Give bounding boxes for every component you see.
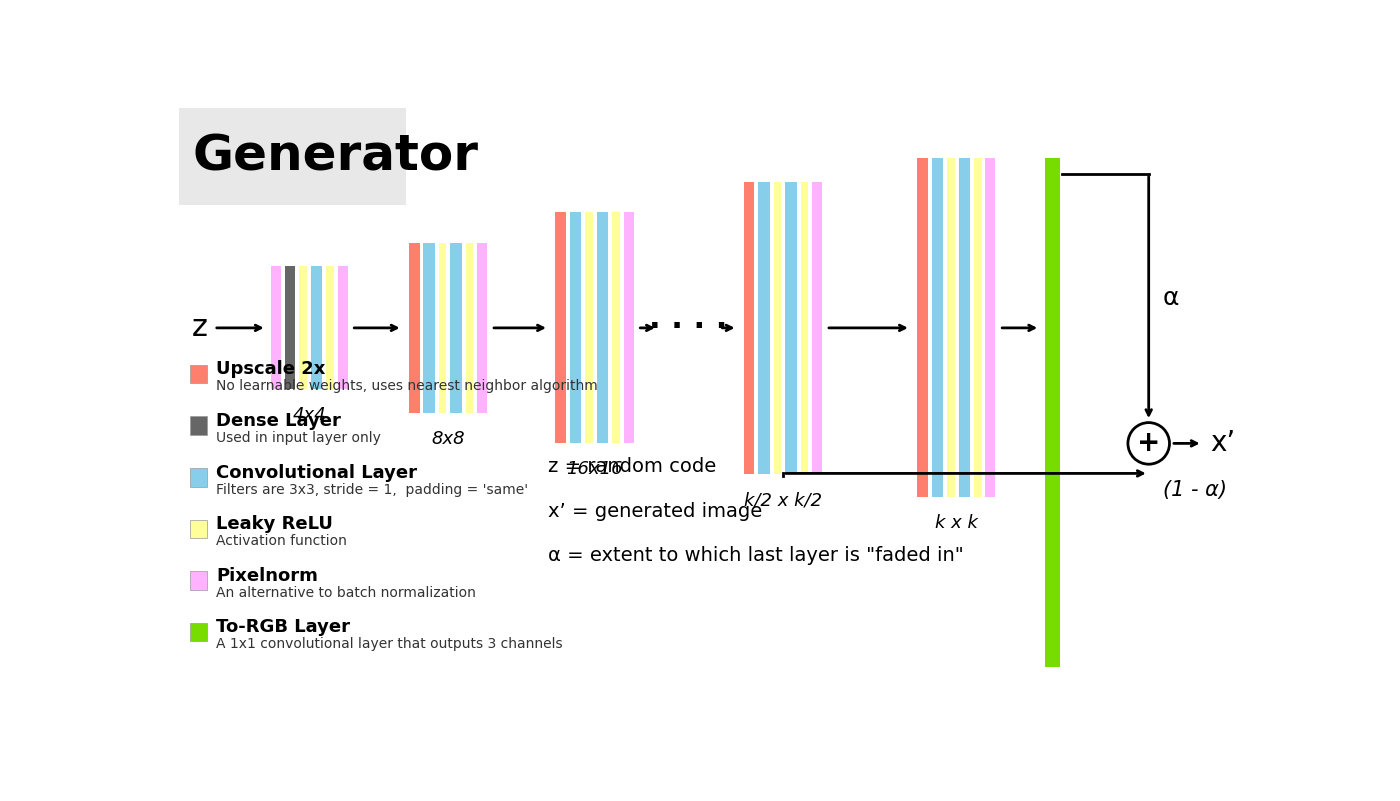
Bar (959, 159, 970, 497)
FancyBboxPatch shape (179, 108, 406, 205)
Bar (311, 266, 322, 389)
Text: 16x16: 16x16 (566, 461, 623, 478)
Text: k/2 x k/2: k/2 x k/2 (743, 491, 822, 509)
Text: 8x8: 8x8 (431, 429, 465, 448)
Text: x’ = generated image: x’ = generated image (547, 501, 763, 521)
Bar (931, 159, 944, 497)
Bar (326, 266, 333, 389)
Bar (190, 417, 207, 435)
Text: (1 - α): (1 - α) (1162, 481, 1226, 501)
Text: Used in input layer only: Used in input layer only (216, 431, 381, 445)
Bar (337, 266, 347, 389)
Bar (743, 182, 755, 474)
Bar (190, 364, 207, 384)
Bar (423, 244, 435, 413)
Text: No learnable weights, uses nearest neighbor algorithm: No learnable weights, uses nearest neigh… (216, 380, 598, 393)
Bar (190, 571, 207, 590)
Text: Filters are 3x3, stride = 1,  padding = 'same': Filters are 3x3, stride = 1, padding = '… (216, 482, 528, 497)
Bar (438, 244, 447, 413)
Bar (570, 212, 581, 444)
Bar (596, 212, 608, 444)
Text: Pixelnorm: Pixelnorm (216, 567, 318, 585)
Bar (1044, 497, 1060, 666)
Text: Dense Layer: Dense Layer (216, 412, 342, 430)
Bar (759, 182, 770, 474)
Bar (190, 520, 207, 538)
Text: · · · ·: · · · · (650, 313, 728, 342)
Bar (774, 182, 781, 474)
Bar (801, 182, 808, 474)
Bar (554, 212, 566, 444)
Bar (272, 266, 281, 389)
Text: To-RGB Layer: To-RGB Layer (216, 618, 350, 637)
Text: Activation function: Activation function (216, 534, 347, 548)
Bar (286, 266, 295, 389)
Text: A 1x1 convolutional layer that outputs 3 channels: A 1x1 convolutional layer that outputs 3… (216, 638, 563, 651)
Bar (190, 468, 207, 486)
Bar (466, 244, 473, 413)
Bar (300, 266, 307, 389)
Text: k x k: k x k (935, 514, 977, 532)
Bar (190, 623, 207, 642)
Bar (986, 159, 995, 497)
Bar (623, 212, 634, 444)
Text: 4x4: 4x4 (293, 406, 326, 425)
Bar (612, 212, 620, 444)
Bar (974, 159, 981, 497)
Text: Upscale 2x: Upscale 2x (216, 360, 326, 378)
Text: +: + (1137, 429, 1161, 457)
Text: z = random code: z = random code (547, 457, 717, 476)
Bar (812, 182, 822, 474)
Text: Generator: Generator (192, 132, 479, 180)
Text: Leaky ReLU: Leaky ReLU (216, 515, 333, 533)
Text: z: z (192, 313, 209, 342)
Bar (409, 244, 420, 413)
Text: α = extent to which last layer is "faded in": α = extent to which last layer is "faded… (547, 546, 963, 566)
Bar (585, 212, 592, 444)
Text: An alternative to batch normalization: An alternative to batch normalization (216, 586, 476, 600)
Bar (477, 244, 487, 413)
Text: x’: x’ (1210, 429, 1236, 457)
Text: α: α (1162, 286, 1179, 310)
Bar (785, 182, 797, 474)
Bar (1044, 159, 1060, 497)
Text: Convolutional Layer: Convolutional Layer (216, 464, 417, 481)
Bar (946, 159, 955, 497)
Bar (917, 159, 928, 497)
Bar (451, 244, 462, 413)
